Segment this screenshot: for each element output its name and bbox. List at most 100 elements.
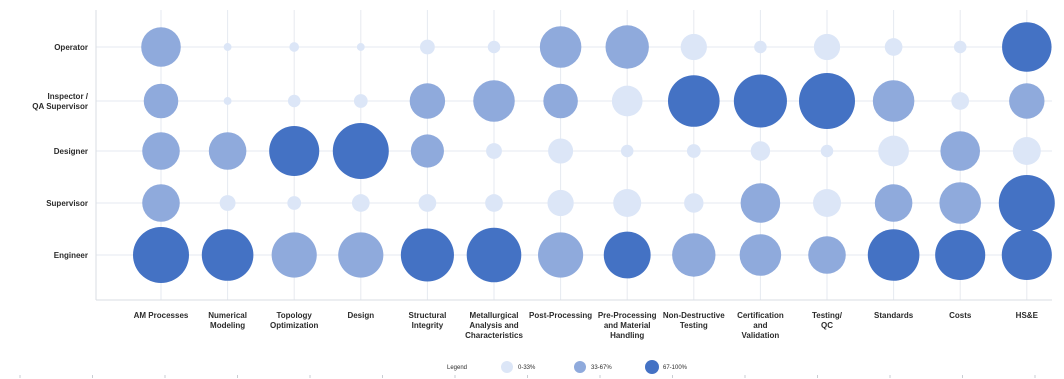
bubble — [353, 94, 368, 108]
bubble — [733, 74, 787, 128]
bubble — [884, 38, 903, 56]
bubble — [940, 131, 980, 171]
legend-swatch — [645, 360, 659, 374]
bubble — [409, 83, 446, 119]
bubble — [223, 97, 232, 105]
bubble — [998, 175, 1055, 231]
bubble — [953, 40, 967, 54]
bubble — [872, 80, 915, 122]
bubble — [935, 229, 986, 281]
bubble — [473, 80, 515, 122]
bubble — [142, 184, 180, 222]
bubble — [289, 42, 300, 52]
bubbles — [133, 22, 1055, 283]
bubble — [739, 234, 782, 276]
axes — [95, 10, 1052, 301]
bubble — [143, 83, 179, 119]
column-label: Non-Destructive Testing — [663, 311, 725, 330]
column-label: AM Processes — [134, 311, 189, 320]
bubble — [485, 194, 503, 212]
bubble — [539, 26, 582, 68]
column-label: Post-Processing — [529, 311, 592, 320]
bubble — [740, 183, 781, 223]
bubble — [356, 43, 365, 51]
bubble — [620, 144, 634, 158]
column-label: Costs — [949, 311, 972, 320]
bubble — [684, 193, 704, 213]
bubble — [686, 144, 701, 158]
bubble — [754, 40, 767, 54]
bubble — [867, 229, 920, 281]
row-label: Engineer — [54, 251, 88, 260]
legend-label: 67-100% — [663, 365, 688, 371]
bubble — [1009, 83, 1045, 119]
bubble — [269, 125, 320, 177]
bubble — [142, 132, 180, 170]
bubble — [1001, 229, 1052, 281]
bubble — [603, 231, 651, 279]
bubble — [271, 232, 317, 278]
bubble — [208, 132, 247, 170]
bubble — [466, 227, 522, 283]
bubble — [201, 229, 254, 281]
column-label: Pre-Processing and Material Handling — [598, 311, 657, 340]
bubble — [667, 75, 720, 127]
bubble — [799, 73, 855, 129]
bubble — [487, 40, 501, 54]
bubble — [1002, 22, 1052, 72]
bubble — [750, 141, 771, 161]
bubble — [605, 25, 649, 69]
bubble — [939, 182, 981, 224]
bubble — [543, 83, 578, 119]
bubble — [351, 194, 370, 212]
bubble — [611, 85, 643, 117]
legend-swatch — [574, 361, 586, 373]
bubble — [332, 123, 389, 179]
bubble — [878, 135, 909, 167]
column-labels: AM Processes Numerical Modeling Topology Opt… — [134, 311, 1039, 340]
bubble — [287, 196, 302, 210]
column-label: Numerical Modeling — [208, 311, 247, 330]
column-label: Standards — [874, 311, 914, 320]
bubble — [133, 227, 189, 283]
bubble — [680, 33, 707, 61]
bubble — [672, 233, 716, 277]
column-label: Topology Optimization — [270, 311, 319, 330]
column-label: Design — [347, 311, 374, 320]
bubble — [400, 228, 454, 282]
bubble — [548, 138, 574, 164]
row-label: Operator — [54, 43, 88, 52]
bubble — [486, 143, 502, 159]
bubble — [547, 189, 574, 217]
legend-label: 0-33% — [518, 365, 536, 371]
bubble — [813, 33, 841, 61]
bubble — [538, 232, 584, 278]
bubble — [338, 232, 384, 278]
row-label: Designer — [54, 147, 88, 156]
column-label: Testing/QC — [812, 311, 843, 330]
column-label: HS&E — [1016, 311, 1039, 320]
bottom-ticks — [19, 375, 1036, 378]
column-label: Metallurgical Analysis and Characteristics — [465, 311, 523, 340]
row-labels: Operator Inspector / QA Supervisor Designer… — [32, 43, 88, 260]
row-label: Supervisor — [46, 199, 88, 208]
bubble — [141, 27, 181, 67]
bubble — [951, 92, 970, 110]
column-label: Certification and Validation — [737, 311, 784, 340]
bubble — [419, 39, 435, 55]
bubble — [613, 189, 642, 217]
column-label: Structural Integrity — [409, 311, 447, 330]
row-label: Inspector / QA Supervisor — [32, 92, 88, 111]
legend-title: Legend — [447, 365, 467, 371]
bubble — [874, 184, 913, 222]
bubble — [1012, 137, 1041, 165]
legend: Legend 0-33% 33-67% 67-100% — [447, 360, 688, 374]
bubble — [410, 134, 444, 168]
bubble — [223, 43, 232, 51]
legend-swatch — [501, 361, 513, 373]
bubble — [808, 236, 846, 274]
bubble — [418, 194, 437, 212]
legend-label: 33-67% — [591, 365, 612, 371]
bubble — [820, 144, 834, 158]
